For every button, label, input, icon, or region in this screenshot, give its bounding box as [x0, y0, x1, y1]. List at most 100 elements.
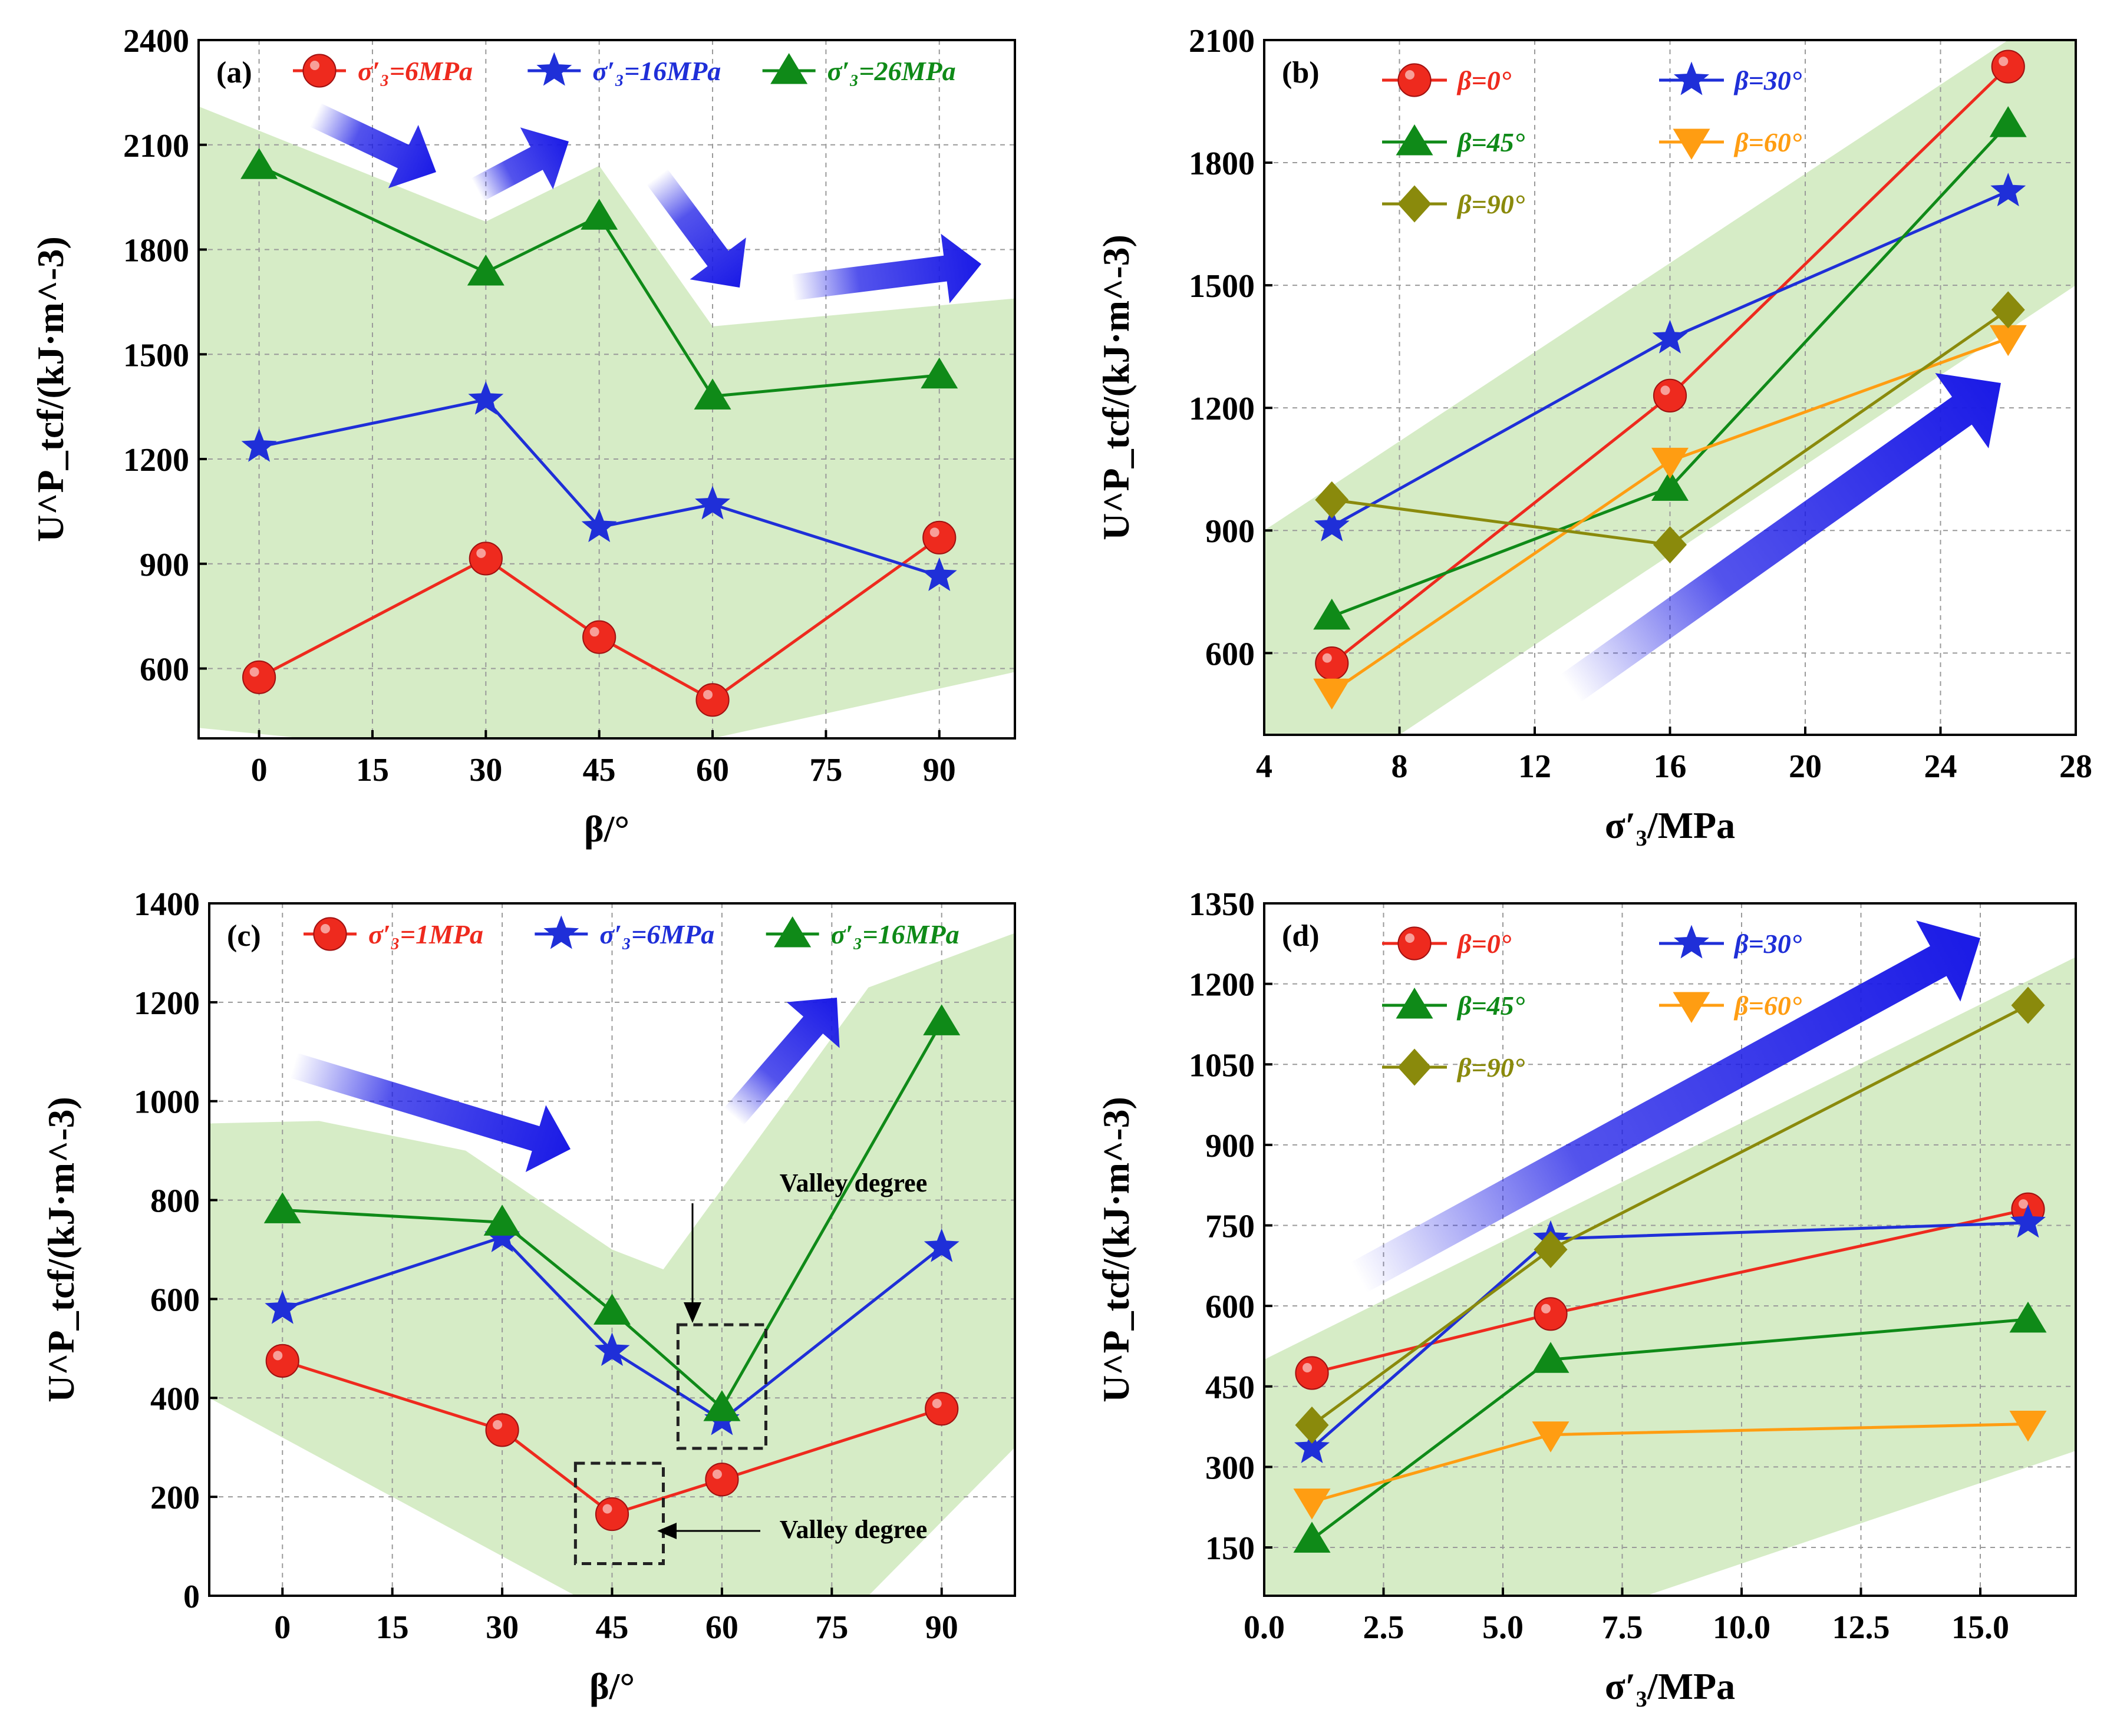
green-band: [1264, 957, 2076, 1596]
legend-marker: [774, 916, 812, 948]
data-point: [1651, 470, 1689, 501]
legend-label: β=45°: [1456, 991, 1525, 1021]
legend-marker: [302, 54, 337, 88]
y-tick-label: 1000: [134, 1084, 200, 1121]
y-tick-label: 2100: [123, 128, 189, 164]
trend-arrow: [724, 997, 840, 1126]
plot-area: [1264, 903, 2076, 1596]
y-tick-label: 900: [1205, 1128, 1255, 1164]
data-point: [241, 428, 277, 462]
annotation-arrowhead: [657, 1523, 677, 1539]
x-tick-label: 15: [356, 752, 389, 788]
data-point-highlight: [273, 1351, 283, 1361]
y-tick-label: 600: [1205, 1289, 1255, 1325]
data-point: [1532, 1342, 1569, 1373]
x-tick-label: 90: [925, 1609, 958, 1646]
data-point: [1295, 1356, 1329, 1390]
annotation-arrowhead: [684, 1302, 701, 1323]
y-tick-label: 1500: [123, 337, 189, 374]
x-tick-label: 7.5: [1602, 1609, 1643, 1646]
data-point: [1653, 526, 1687, 564]
data-point: [922, 520, 957, 555]
x-tick-label: 4: [1256, 748, 1272, 785]
x-tick-label: 30: [469, 752, 502, 788]
legend-label: σ′₃=16MPa: [592, 56, 721, 86]
y-tick-label: 1350: [1189, 886, 1255, 923]
trend-arrow-shape: [1350, 920, 1981, 1293]
y-tick-label: 1200: [134, 985, 200, 1022]
x-axis-label: β/°: [589, 1665, 635, 1707]
data-point: [703, 1390, 741, 1421]
data-point: [2009, 1301, 2047, 1333]
x-tick-label: 60: [696, 752, 729, 788]
y-tick-label: 200: [150, 1480, 200, 1516]
panel-label: (d): [1282, 919, 1320, 953]
plot-area: [209, 903, 1015, 1596]
y-tick-label: 600: [140, 652, 189, 688]
data-point: [594, 1332, 630, 1366]
legend-marker: [1673, 128, 1710, 160]
legend-marker: [1397, 926, 1432, 961]
x-tick-label: 45: [583, 752, 616, 788]
panel-label: (c): [227, 919, 261, 953]
data-point: [694, 378, 731, 410]
data-point: [1314, 507, 1350, 542]
trend-arrow: [1350, 920, 1981, 1293]
x-tick-label: 75: [815, 1609, 848, 1646]
x-tick-label: 45: [596, 1609, 629, 1646]
data-point: [1313, 678, 1351, 710]
x-tick-label: 60: [705, 1609, 738, 1646]
trend-arrow: [647, 169, 746, 288]
legend-label: β=0°: [1456, 929, 1512, 959]
data-point-highlight: [1303, 1362, 1312, 1372]
legend-label: β=90°: [1456, 189, 1525, 219]
y-tick-label: 1400: [134, 886, 200, 923]
x-tick-label: 12: [1518, 748, 1551, 785]
trend-arrow-shape: [724, 997, 840, 1126]
data-point: [1532, 1421, 1569, 1453]
panel-label: (b): [1282, 56, 1320, 90]
y-tick-label: 2100: [1189, 23, 1255, 60]
data-point: [1991, 291, 2025, 329]
legend-marker: [1673, 992, 1710, 1023]
data-point-highlight: [476, 548, 486, 558]
x-tick-label: 5.0: [1482, 1609, 1524, 1646]
data-point: [1293, 1522, 1331, 1553]
data-point: [1989, 106, 2027, 137]
data-point: [1991, 49, 2025, 84]
y-tick-label: 1200: [1189, 391, 1255, 427]
data-point: [1313, 598, 1351, 630]
data-point: [581, 199, 618, 230]
legend-marker-highlight: [1405, 70, 1414, 80]
y-tick-label: 750: [1205, 1209, 1255, 1245]
y-tick-label: 0: [183, 1579, 200, 1615]
y-tick-label: 450: [1205, 1369, 1255, 1406]
legend-marker: [1397, 185, 1432, 223]
legend-label: β=45°: [1456, 127, 1525, 157]
x-tick-label: 0.0: [1244, 1609, 1285, 1646]
data-point-highlight: [932, 1398, 942, 1408]
data-point: [1294, 1430, 1330, 1463]
y-axis-label: U^P_tcf/(kJ·m^-3): [1095, 1097, 1137, 1402]
data-point: [467, 255, 505, 286]
green-band: [199, 106, 1015, 738]
x-tick-label: 30: [486, 1609, 519, 1646]
x-tick-label: 8: [1392, 748, 1408, 785]
trend-arrow: [791, 233, 981, 303]
legend-label: β=90°: [1456, 1052, 1525, 1082]
x-tick-label: 28: [2059, 748, 2092, 785]
y-tick-label: 1200: [123, 442, 189, 478]
annotation-valley-degree: Valley degree: [780, 1169, 928, 1197]
y-tick-label: 600: [150, 1282, 200, 1318]
legend-label: β=30°: [1733, 65, 1802, 95]
plot-frame: [197, 39, 1016, 740]
legend-marker: [1397, 1048, 1432, 1086]
y-tick-label: 1500: [1189, 268, 1255, 305]
plot-frame: [1263, 902, 2077, 1597]
x-tick-label: 20: [1789, 748, 1822, 785]
legend-marker-highlight: [321, 924, 330, 933]
y-axis-label: U^P_tcf/(kJ·m^-3): [29, 236, 71, 542]
trend-arrow-shape: [471, 127, 569, 202]
y-tick-label: 1800: [1189, 146, 1255, 182]
trend-arrow-shape: [647, 169, 746, 288]
